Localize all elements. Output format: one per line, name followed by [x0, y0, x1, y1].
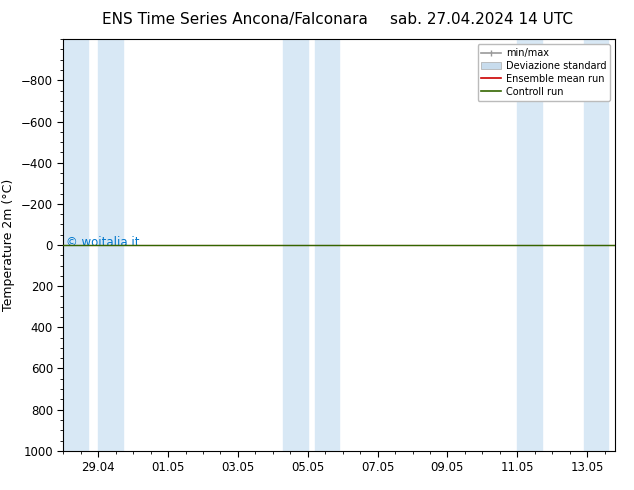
Text: © woitalia.it: © woitalia.it: [66, 237, 139, 249]
Bar: [98, 39, 123, 451]
Text: ENS Time Series Ancona/Falconara: ENS Time Series Ancona/Falconara: [101, 12, 368, 27]
Legend: min/max, Deviazione standard, Ensemble mean run, Controll run: min/max, Deviazione standard, Ensemble m…: [477, 44, 610, 100]
Y-axis label: Temperature 2m (°C): Temperature 2m (°C): [3, 179, 15, 311]
Bar: [63, 39, 88, 451]
Bar: [283, 39, 307, 451]
Bar: [583, 39, 608, 451]
Bar: [314, 39, 339, 451]
Bar: [517, 39, 541, 451]
Text: sab. 27.04.2024 14 UTC: sab. 27.04.2024 14 UTC: [391, 12, 573, 27]
